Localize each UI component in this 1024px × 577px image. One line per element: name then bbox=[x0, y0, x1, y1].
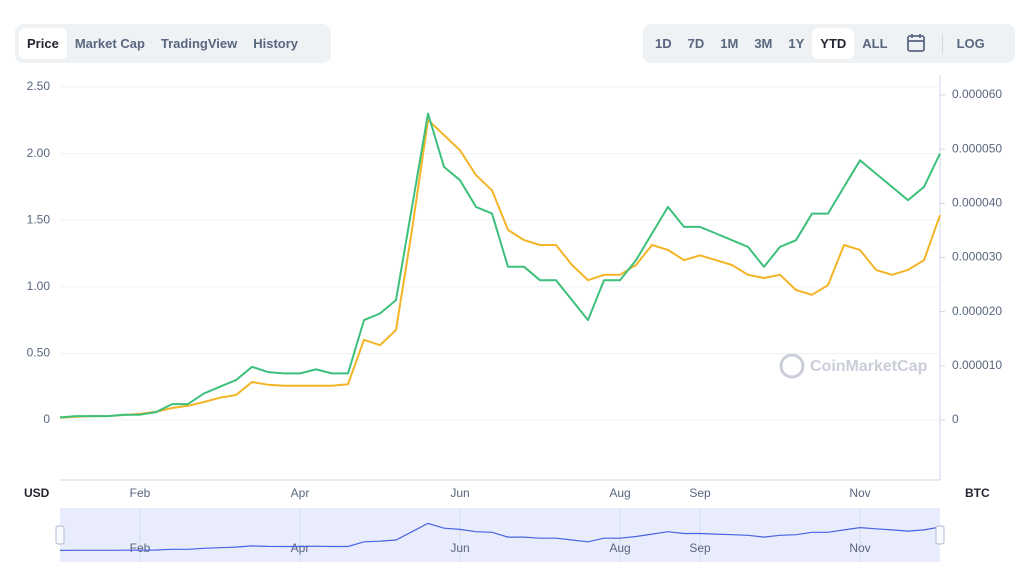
tab-group: Price Market Cap TradingView History bbox=[15, 24, 331, 63]
y-tick-label: 0.50 bbox=[27, 346, 51, 360]
y-tick-label: 2.00 bbox=[27, 146, 51, 160]
navigator-label: Feb bbox=[130, 541, 151, 555]
watermark-logo bbox=[779, 353, 805, 379]
range-buttons: 1D 7D 1M 3M 1Y YTD ALL bbox=[647, 28, 896, 59]
range-button[interactable]: 7D bbox=[687, 36, 705, 51]
range-button[interactable]: ALL bbox=[862, 36, 888, 51]
tab[interactable]: Price bbox=[19, 28, 67, 59]
y2-tick-label: 0.000020 bbox=[952, 304, 1002, 318]
y2-tick-label: 0 bbox=[952, 412, 959, 426]
range-button[interactable]: 1M bbox=[720, 36, 739, 51]
range-group: 1D 7D 1M 3M 1Y YTD ALL LOG bbox=[643, 24, 1015, 63]
range-button[interactable]: 1Y bbox=[788, 36, 805, 51]
calendar-icon[interactable] bbox=[896, 32, 936, 56]
navigator-label: Apr bbox=[291, 541, 310, 555]
tab[interactable]: History bbox=[253, 36, 299, 51]
range-button[interactable]: 3M bbox=[754, 36, 773, 51]
navigator-line bbox=[59, 522, 941, 551]
y-tick-label: 1.00 bbox=[27, 279, 51, 293]
divider bbox=[941, 34, 943, 53]
navigator-handle[interactable] bbox=[55, 525, 65, 545]
log-button[interactable]: LOG bbox=[956, 36, 985, 51]
price-line bbox=[59, 118, 941, 419]
x-tick-label: Sep bbox=[689, 486, 711, 500]
x-tick-label: Feb bbox=[130, 486, 151, 500]
navigator-label: Sep bbox=[689, 541, 711, 555]
y-tick-label: 0 bbox=[43, 412, 50, 426]
x-tick-label: Aug bbox=[609, 486, 630, 500]
y2-tick-label: 0.000030 bbox=[952, 250, 1002, 264]
x-tick-label: Nov bbox=[849, 486, 870, 500]
y-axis-label: USD bbox=[24, 486, 50, 500]
navigator-label: Jun bbox=[450, 541, 469, 555]
y2-axis-label: BTC bbox=[965, 486, 990, 500]
navigator-handle[interactable] bbox=[935, 525, 945, 545]
range-button[interactable]: YTD bbox=[812, 28, 855, 59]
y2-tick-label: 0.000060 bbox=[952, 87, 1002, 101]
y-tick-label: 2.50 bbox=[27, 79, 51, 93]
x-tick-label: Apr bbox=[291, 486, 310, 500]
y2-tick-label: 0.000040 bbox=[952, 195, 1002, 209]
navigator-label: Nov bbox=[849, 541, 870, 555]
price-line bbox=[59, 112, 941, 419]
y2-tick-label: 0.000050 bbox=[952, 141, 1002, 155]
navigator-label: Aug bbox=[609, 541, 630, 555]
watermark: CoinMarketCap bbox=[810, 358, 928, 375]
navigator bbox=[60, 508, 940, 562]
y-tick-label: 1.50 bbox=[27, 212, 51, 226]
y2-tick-label: 0.000010 bbox=[952, 358, 1002, 372]
tab[interactable]: TradingView bbox=[160, 36, 238, 51]
range-button[interactable]: 1D bbox=[655, 36, 672, 51]
x-tick-label: Jun bbox=[450, 486, 469, 500]
tab[interactable]: Market Cap bbox=[74, 36, 145, 51]
